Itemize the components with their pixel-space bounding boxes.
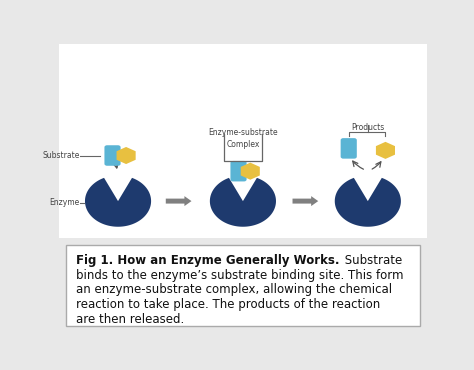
Text: an enzyme-substrate complex, allowing the chemical: an enzyme-substrate complex, allowing th… (76, 283, 392, 296)
FancyBboxPatch shape (104, 145, 120, 166)
Text: Products: Products (351, 123, 384, 132)
Text: Fig 1. How an Enzyme Generally Works.: Fig 1. How an Enzyme Generally Works. (76, 254, 340, 267)
FancyBboxPatch shape (66, 245, 420, 326)
Polygon shape (335, 178, 401, 227)
FancyBboxPatch shape (230, 161, 246, 181)
Text: Substrate: Substrate (42, 151, 80, 160)
Text: Substrate: Substrate (341, 254, 403, 267)
Polygon shape (241, 163, 260, 180)
Polygon shape (166, 196, 191, 206)
Polygon shape (85, 178, 151, 227)
Polygon shape (117, 147, 136, 164)
Polygon shape (376, 142, 395, 159)
FancyBboxPatch shape (59, 44, 427, 238)
Polygon shape (292, 196, 318, 206)
Text: are then released.: are then released. (76, 313, 184, 326)
Polygon shape (210, 178, 276, 227)
Text: reaction to take place. The products of the reaction: reaction to take place. The products of … (76, 298, 381, 311)
Text: Enzyme-substrate
Complex: Enzyme-substrate Complex (208, 128, 278, 148)
Text: binds to the enzyme’s substrate binding site. This form: binds to the enzyme’s substrate binding … (76, 269, 404, 282)
Text: Enzyme: Enzyme (49, 198, 80, 207)
FancyBboxPatch shape (341, 138, 357, 159)
